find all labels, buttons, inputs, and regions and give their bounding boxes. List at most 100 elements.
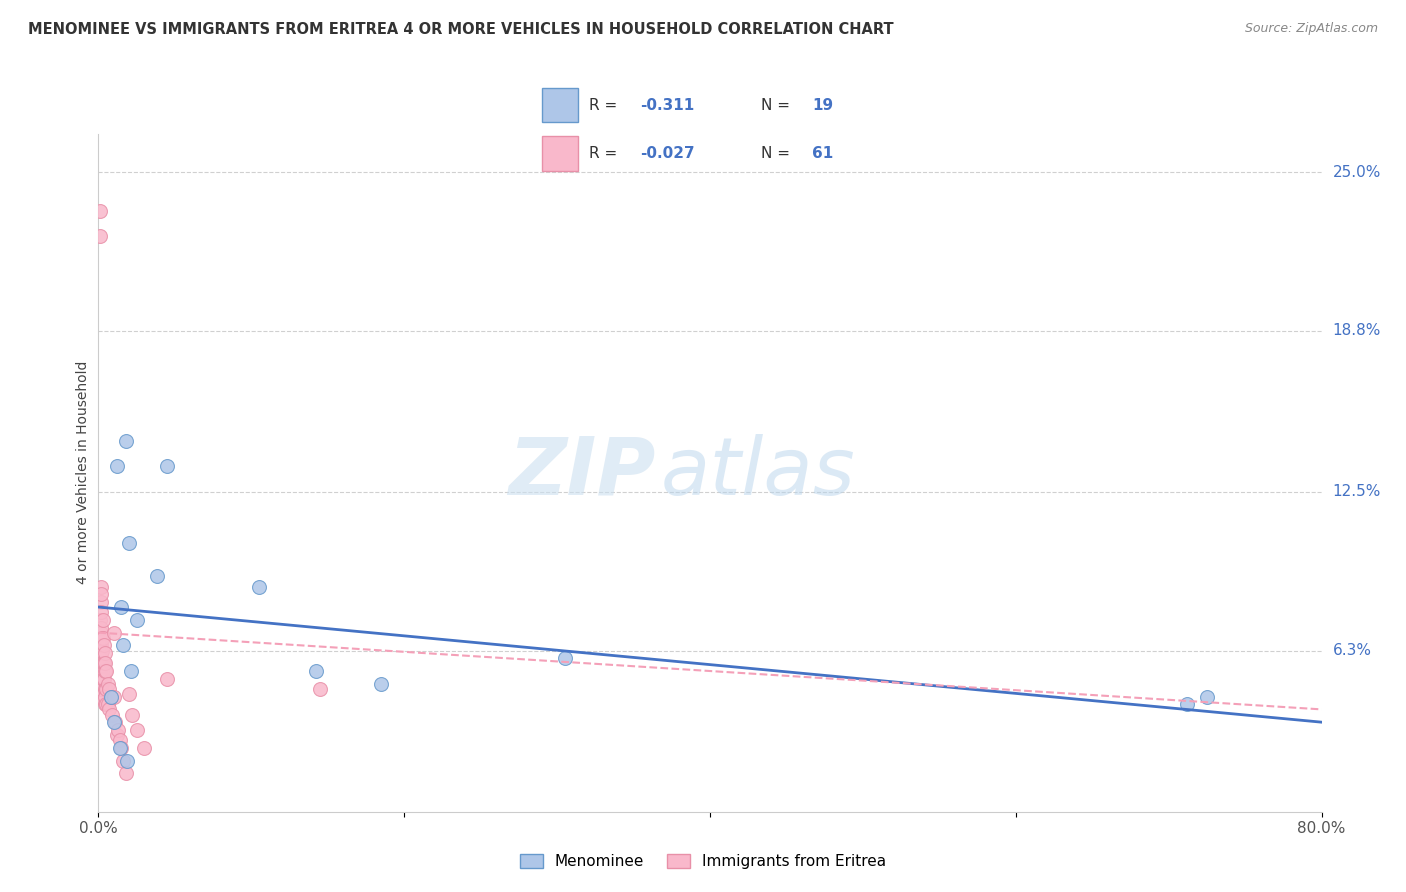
Point <box>90 621 112 635</box>
Text: MENOMINEE VS IMMIGRANTS FROM ERITREA 4 OR MORE VEHICLES IN HOUSEHOLD CORRELATION: MENOMINEE VS IMMIGRANTS FROM ERITREA 4 O… <box>28 22 894 37</box>
Point <box>108 733 131 747</box>
Point <box>90 681 112 696</box>
Point <box>103 625 125 640</box>
Point <box>91 613 114 627</box>
Point <box>91 677 114 691</box>
Point <box>97 677 120 691</box>
Point <box>110 600 132 615</box>
Point <box>90 669 112 683</box>
Text: 18.8%: 18.8% <box>1333 323 1381 338</box>
Point <box>97 698 120 712</box>
Text: -0.027: -0.027 <box>640 146 695 161</box>
Text: R =: R = <box>589 146 623 161</box>
Text: 12.5%: 12.5% <box>1333 484 1381 500</box>
Text: N =: N = <box>761 146 794 161</box>
Point <box>110 740 132 755</box>
Text: N =: N = <box>761 98 794 113</box>
Point <box>156 672 179 686</box>
Point <box>100 690 122 704</box>
Point <box>89 203 111 218</box>
Point <box>247 580 270 594</box>
Point <box>145 569 167 583</box>
Point <box>1195 690 1218 704</box>
Point <box>134 740 156 755</box>
Point <box>91 672 114 686</box>
Point <box>91 631 114 645</box>
Point <box>91 657 114 671</box>
Legend: Menominee, Immigrants from Eritrea: Menominee, Immigrants from Eritrea <box>513 848 893 875</box>
Text: ZIP: ZIP <box>508 434 655 512</box>
Point <box>90 587 112 601</box>
Point <box>121 707 143 722</box>
Text: 61: 61 <box>813 146 834 161</box>
Point <box>89 690 111 704</box>
Point <box>89 664 111 678</box>
Point <box>89 677 111 691</box>
Point <box>103 690 125 704</box>
Point <box>93 639 115 653</box>
Point <box>115 766 138 780</box>
Point <box>89 639 111 653</box>
Point <box>117 754 139 768</box>
Point <box>94 657 117 671</box>
Point <box>101 707 124 722</box>
Point <box>91 643 114 657</box>
Text: 19: 19 <box>813 98 834 113</box>
Point <box>90 595 112 609</box>
Point <box>93 646 115 660</box>
Point <box>111 754 134 768</box>
Point <box>1175 698 1198 712</box>
Point <box>156 459 179 474</box>
Point <box>94 681 117 696</box>
Text: Source: ZipAtlas.com: Source: ZipAtlas.com <box>1244 22 1378 36</box>
Point <box>90 646 112 660</box>
Point <box>90 651 112 665</box>
Point <box>100 690 122 704</box>
Point <box>93 664 115 678</box>
Point <box>94 698 117 712</box>
Y-axis label: 4 or more Vehicles in Household: 4 or more Vehicles in Household <box>76 361 90 584</box>
Point <box>89 651 111 665</box>
Point <box>91 664 114 678</box>
Bar <box>541 136 578 170</box>
Point <box>90 605 112 619</box>
Point <box>93 672 115 686</box>
Point <box>90 580 112 594</box>
Point <box>554 651 576 665</box>
Point <box>94 664 117 678</box>
Text: R =: R = <box>589 98 623 113</box>
Point <box>304 664 326 678</box>
Point <box>125 613 148 627</box>
Point <box>93 657 115 671</box>
Point <box>118 687 141 701</box>
Point <box>120 664 142 678</box>
Point <box>93 681 115 696</box>
Text: atlas: atlas <box>661 434 856 512</box>
Point <box>98 702 121 716</box>
Text: 25.0%: 25.0% <box>1333 165 1381 179</box>
Point <box>108 740 131 755</box>
Bar <box>541 88 578 122</box>
Point <box>94 690 117 704</box>
Point <box>103 715 125 730</box>
Point <box>125 723 148 737</box>
Point <box>105 459 128 474</box>
Point <box>111 639 134 653</box>
Point <box>105 728 128 742</box>
Point <box>104 715 127 730</box>
Point <box>107 723 129 737</box>
Point <box>370 677 392 691</box>
Point <box>91 631 114 645</box>
Point <box>89 229 111 244</box>
Point <box>98 681 121 696</box>
Point <box>118 536 141 550</box>
Point <box>115 434 138 448</box>
Point <box>93 698 115 712</box>
Point <box>90 625 112 640</box>
Text: 6.3%: 6.3% <box>1333 643 1372 658</box>
Point <box>89 613 111 627</box>
Point <box>309 681 332 696</box>
Point <box>90 639 112 653</box>
Text: -0.311: -0.311 <box>640 98 695 113</box>
Point <box>90 657 112 671</box>
